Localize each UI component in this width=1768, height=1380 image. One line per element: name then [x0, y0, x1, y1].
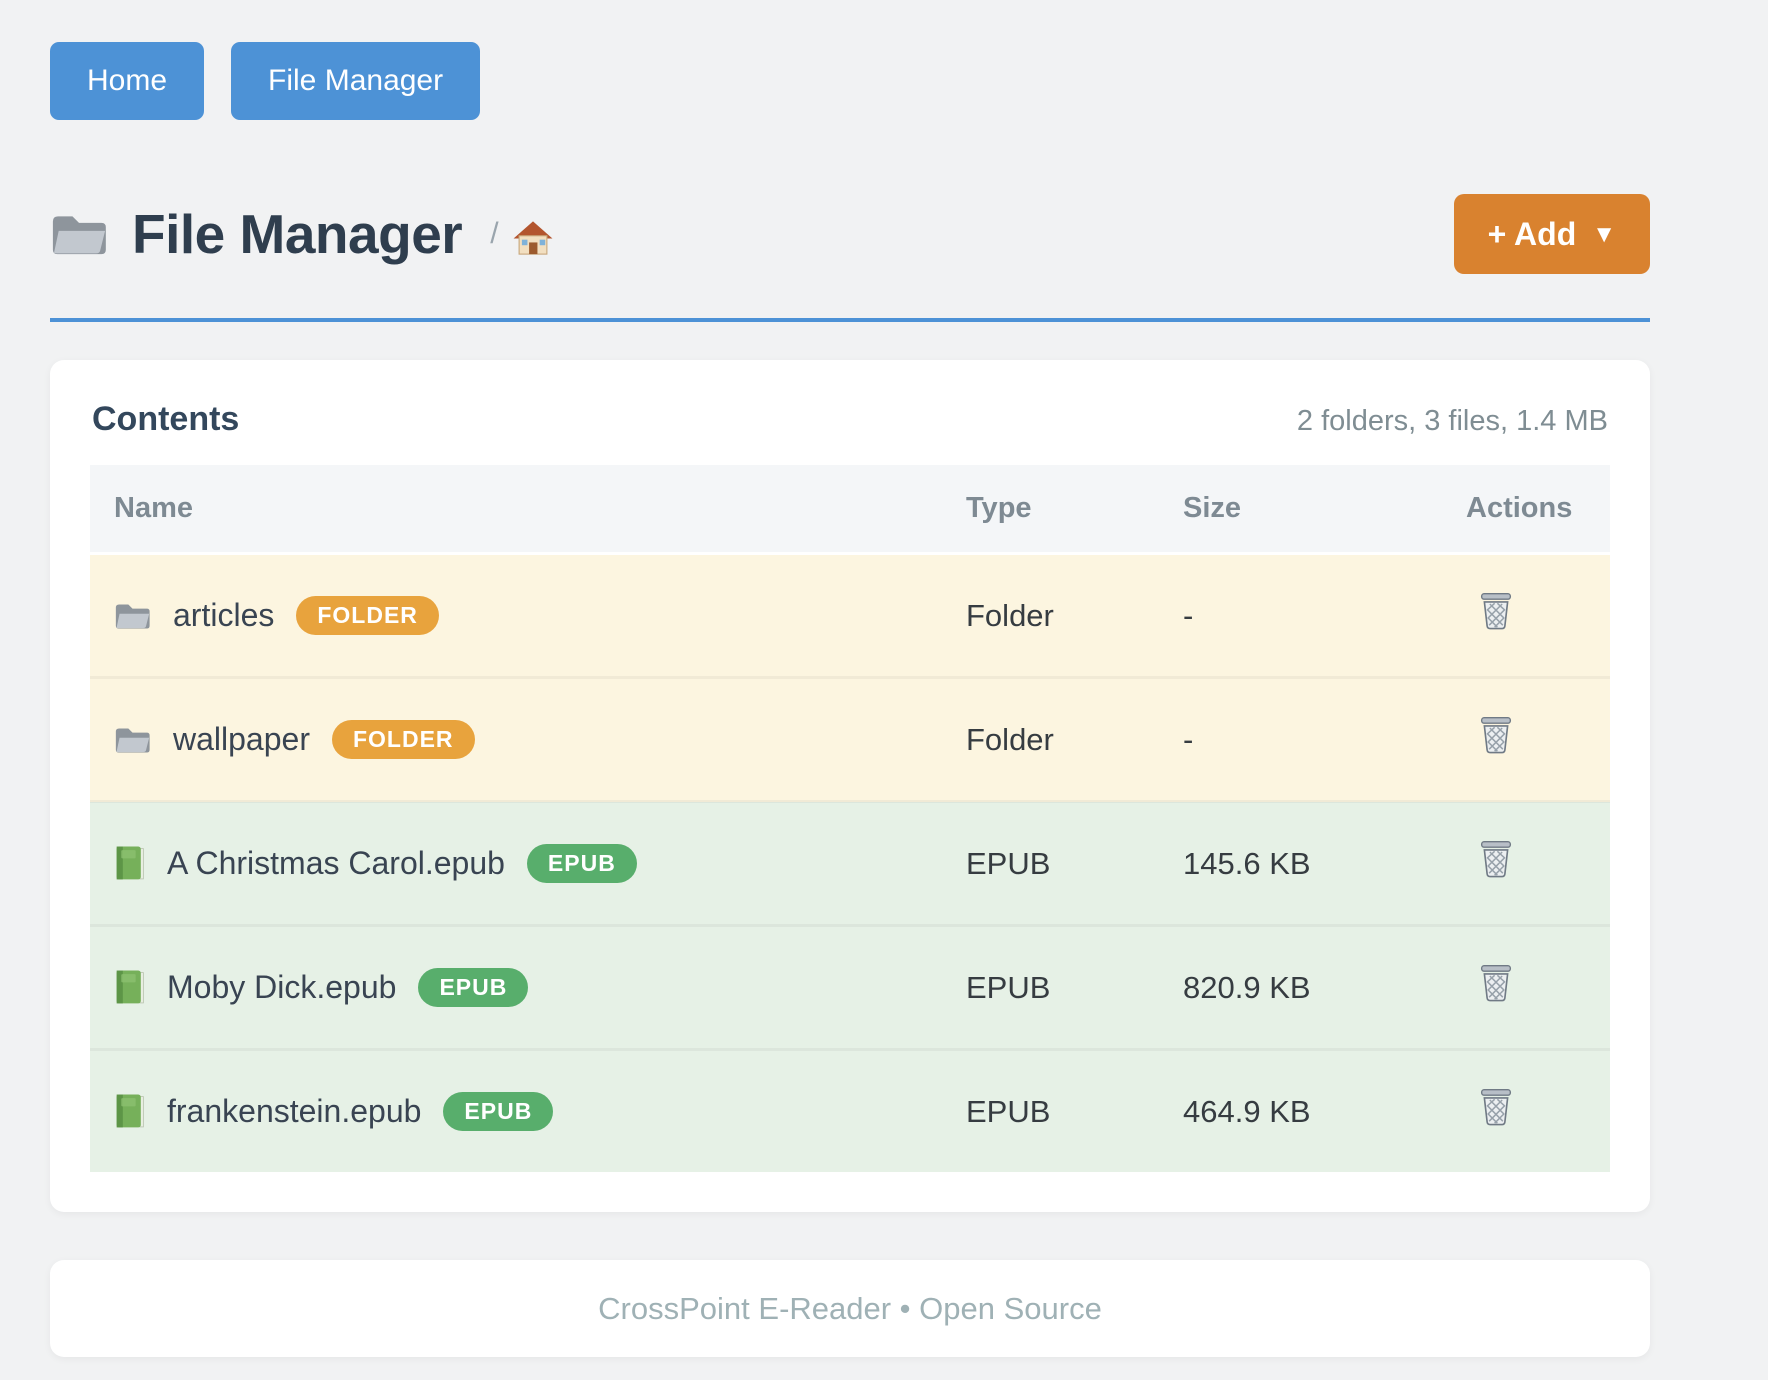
- folder-icon: [114, 725, 151, 755]
- title-underline: [50, 318, 1650, 322]
- contents-card: Contents 2 folders, 3 files, 1.4 MB Name…: [50, 360, 1650, 1212]
- page: Home File Manager File Manager /: [50, 0, 1650, 1357]
- folder-icon: [50, 211, 108, 258]
- column-header-actions: Actions: [1442, 465, 1610, 555]
- page-header: File Manager / + Add ▼: [50, 194, 1650, 274]
- file-name[interactable]: A Christmas Carol.epub: [167, 845, 505, 881]
- delete-button[interactable]: [1478, 591, 1514, 632]
- table-row[interactable]: Moby Dick.epub EPUB EPUB 820.9 KB: [90, 924, 1610, 1050]
- file-size: 464.9 KB: [1159, 1048, 1442, 1172]
- file-name[interactable]: frankenstein.epub: [167, 1093, 422, 1129]
- file-type: EPUB: [942, 1048, 1159, 1172]
- title-group: File Manager /: [50, 202, 553, 266]
- table-row[interactable]: articles FOLDER Folder -: [90, 553, 1610, 678]
- file-name[interactable]: articles: [173, 597, 275, 633]
- file-name[interactable]: wallpaper: [173, 721, 310, 757]
- house-icon[interactable]: [513, 219, 553, 257]
- trash-icon: [1478, 1087, 1514, 1128]
- file-manager-button[interactable]: File Manager: [231, 42, 481, 120]
- type-badge: FOLDER: [331, 720, 475, 759]
- add-button[interactable]: + Add ▼: [1453, 194, 1650, 274]
- delete-button[interactable]: [1478, 715, 1514, 756]
- trash-icon: [1478, 963, 1514, 1004]
- delete-button[interactable]: [1478, 839, 1514, 880]
- table-row[interactable]: A Christmas Carol.epub EPUB EPUB 145.6 K…: [90, 800, 1610, 926]
- file-type: EPUB: [942, 800, 1159, 926]
- green-book-icon: [114, 1093, 145, 1130]
- type-badge: EPUB: [418, 968, 529, 1007]
- file-size: 145.6 KB: [1159, 800, 1442, 926]
- type-badge: EPUB: [526, 844, 637, 883]
- column-header-size: Size: [1159, 465, 1442, 555]
- file-type: Folder: [942, 676, 1159, 802]
- footer-text: CrossPoint E-Reader • Open Source: [598, 1290, 1102, 1326]
- footer-card: CrossPoint E-Reader • Open Source: [50, 1260, 1650, 1357]
- file-name[interactable]: Moby Dick.epub: [167, 969, 397, 1005]
- file-size: -: [1159, 553, 1442, 678]
- delete-button[interactable]: [1478, 963, 1514, 1004]
- file-table: Name Type Size Actions: [90, 465, 1610, 1172]
- file-type: Folder: [942, 553, 1159, 678]
- breadcrumb-separator: /: [490, 217, 499, 250]
- contents-heading: Contents: [92, 400, 240, 438]
- trash-icon: [1478, 839, 1514, 880]
- file-type: EPUB: [942, 924, 1159, 1050]
- home-button[interactable]: Home: [50, 42, 205, 120]
- caret-down-icon: ▼: [1592, 221, 1616, 248]
- green-book-icon: [114, 845, 145, 882]
- column-header-type: Type: [942, 465, 1159, 555]
- trash-icon: [1478, 715, 1514, 756]
- table-row[interactable]: wallpaper FOLDER Folder -: [90, 676, 1610, 802]
- green-book-icon: [114, 969, 145, 1006]
- column-header-name: Name: [90, 465, 942, 555]
- type-badge: FOLDER: [296, 596, 439, 635]
- file-size: -: [1159, 676, 1442, 802]
- delete-button[interactable]: [1478, 1087, 1514, 1128]
- page-title: File Manager: [132, 203, 463, 265]
- folder-icon: [114, 601, 151, 631]
- table-header-row: Name Type Size Actions: [90, 465, 1610, 555]
- card-header: Contents 2 folders, 3 files, 1.4 MB: [90, 400, 1610, 439]
- file-size: 820.9 KB: [1159, 924, 1442, 1050]
- trash-icon: [1478, 591, 1514, 632]
- nav-buttons: Home File Manager: [50, 42, 1650, 120]
- table-row[interactable]: frankenstein.epub EPUB EPUB 464.9 KB: [90, 1048, 1610, 1172]
- add-button-label: + Add: [1487, 216, 1577, 252]
- type-badge: EPUB: [443, 1092, 554, 1131]
- contents-summary: 2 folders, 3 files, 1.4 MB: [1296, 405, 1608, 437]
